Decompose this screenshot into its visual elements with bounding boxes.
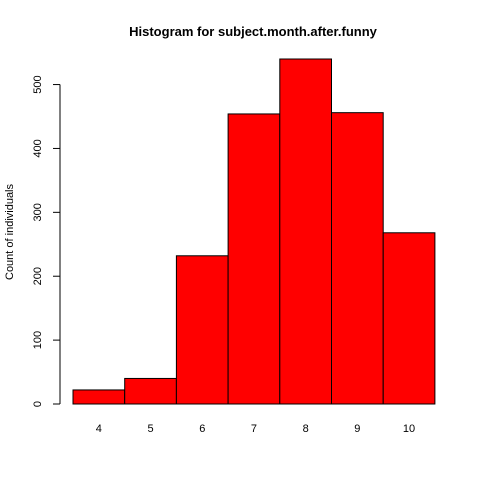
y-tick-label: 100	[32, 331, 44, 349]
y-tick-label: 500	[32, 75, 44, 93]
x-axis-labels: 4 5 6 7 8 9 10	[96, 423, 415, 435]
y-axis-label: Count of individuals	[4, 184, 16, 281]
bar-4	[72, 389, 126, 405]
y-tick-label: 200	[32, 267, 44, 285]
y-tick-label: 0	[32, 401, 44, 407]
x-tick-label: 7	[251, 423, 257, 435]
chart-title: Histogram for subject.month.after.funny	[129, 24, 378, 39]
x-tick-label: 6	[199, 423, 205, 435]
x-tick-label: 4	[96, 423, 102, 435]
y-tick-label: 400	[32, 139, 44, 157]
bar-7	[227, 113, 281, 405]
x-tick-label: 9	[354, 423, 360, 435]
bar-10	[382, 232, 436, 405]
bars-group	[72, 58, 436, 405]
x-tick-label: 10	[403, 423, 415, 435]
bar-6	[175, 255, 229, 405]
y-axis: 0 100 200 300 400 500	[32, 75, 61, 407]
x-tick-label: 5	[147, 423, 153, 435]
bar-5	[124, 377, 177, 405]
x-tick-label: 8	[303, 423, 309, 435]
y-tick-label: 300	[32, 203, 44, 221]
bar-8	[279, 58, 332, 405]
bar-9	[331, 112, 384, 405]
